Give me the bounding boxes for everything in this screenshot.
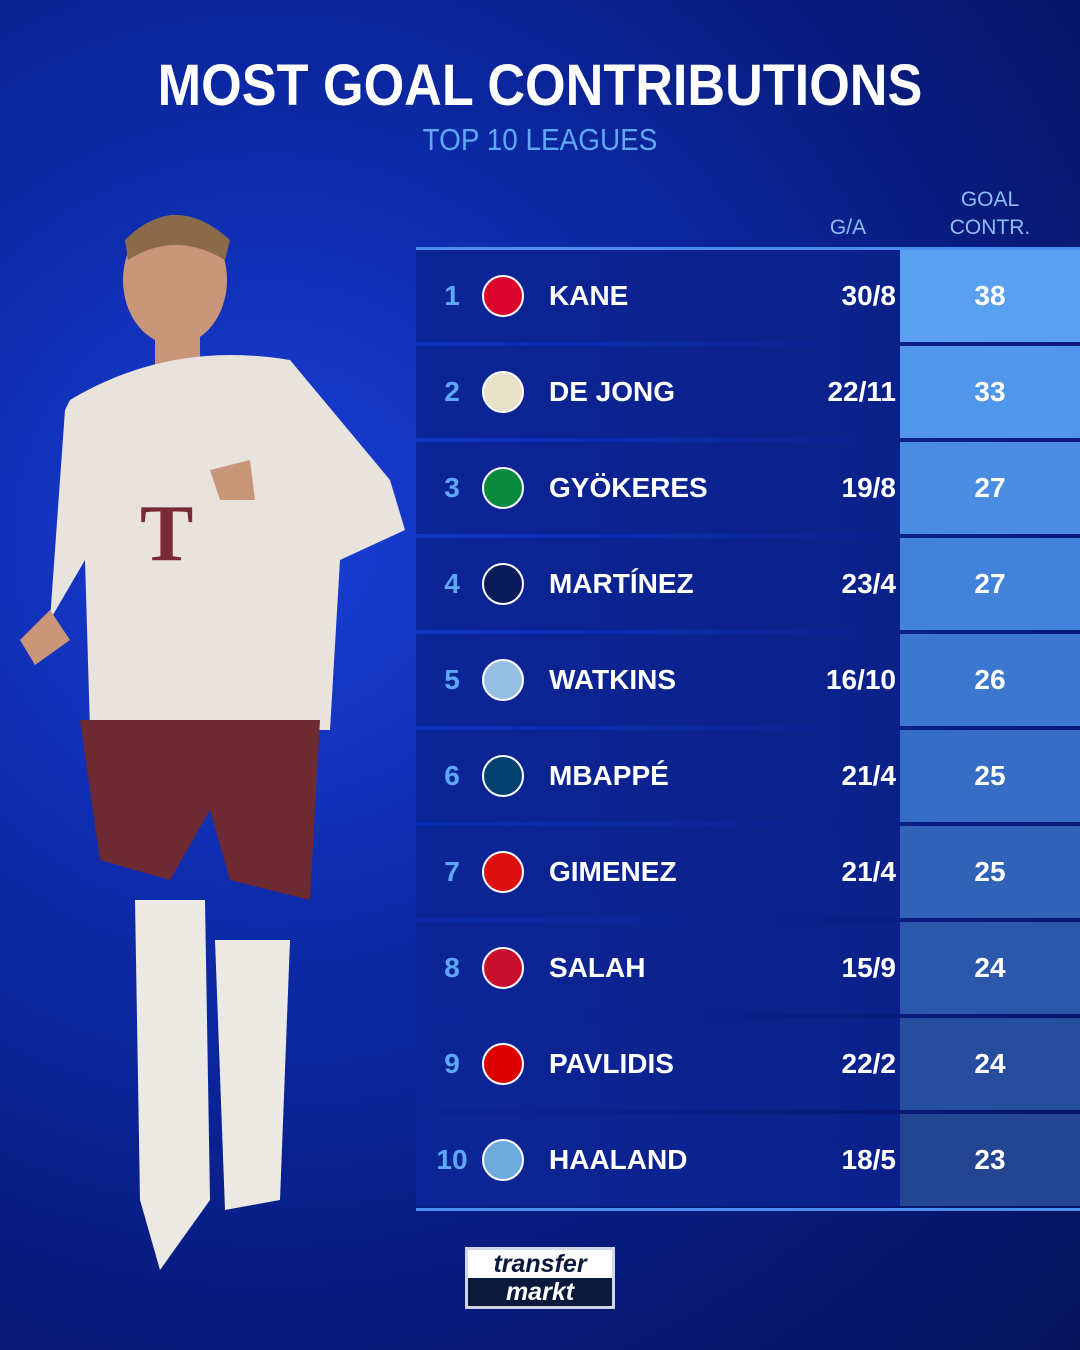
goals-assists: 22/2 <box>841 1048 897 1079</box>
goal-contributions: 25 <box>900 826 1080 918</box>
rank: 5 <box>444 664 460 695</box>
rank: 4 <box>444 568 460 599</box>
psv-crest-icon <box>482 371 524 413</box>
table-row: 3 GYÖKERES 19/8 27 <box>416 442 1080 534</box>
table-row: 6 MBAPPÉ 21/4 25 <box>416 730 1080 822</box>
rank: 9 <box>444 1048 460 1079</box>
table-top-line <box>416 247 1080 250</box>
player-name: HAALAND <box>549 1144 688 1175</box>
goal-contributions: 24 <box>900 1018 1080 1110</box>
goals-assists: 19/8 <box>841 472 897 503</box>
gc-header-line1: GOAL <box>960 188 1020 211</box>
goals-assists: 16/10 <box>825 664 896 695</box>
goal-contributions: 24 <box>900 922 1080 1014</box>
player-name: DE JONG <box>549 376 676 407</box>
goals-assists: 22/11 <box>827 376 896 407</box>
rank: 6 <box>444 760 460 791</box>
player-name: GIMENEZ <box>549 856 677 887</box>
bayern-munich-crest-icon <box>482 275 524 317</box>
ranking-table: 1 KANE 30/8 38 2 DE JONG 22/11 33 3 GYÖKER… <box>416 247 1080 1211</box>
logo-line1: transfer <box>493 1250 587 1278</box>
player-photo: T <box>20 215 405 1270</box>
az-alkmaar-crest-icon <box>482 1043 524 1085</box>
goal-contributions: 26 <box>900 634 1080 726</box>
goals-assists: 15/9 <box>841 952 897 983</box>
player-name: KANE <box>549 280 629 311</box>
table-row: 2 DE JONG 22/11 33 <box>416 346 1080 438</box>
goal-contributions: 27 <box>900 538 1080 630</box>
goal-contributions: 33 <box>900 346 1080 438</box>
table-row: 4 MARTÍNEZ 23/4 27 <box>416 538 1080 630</box>
logo-line2: markt <box>468 1278 612 1306</box>
player-name: PAVLIDIS <box>549 1048 674 1079</box>
svg-text:T: T <box>140 490 193 578</box>
aston-villa-crest-icon <box>482 659 524 701</box>
table-row: 1 KANE 30/8 38 <box>416 250 1080 342</box>
page-subtitle: TOP 10 LEAGUES <box>422 122 658 157</box>
sporting-cp-crest-icon <box>482 467 524 509</box>
table-row: 5 WATKINS 16/10 26 <box>416 634 1080 726</box>
goal-contributions: 25 <box>900 730 1080 822</box>
player-name: MBAPPÉ <box>549 760 669 791</box>
goals-assists: 30/8 <box>841 280 897 311</box>
goals-assists: 21/4 <box>841 856 897 887</box>
rank: 2 <box>444 376 460 407</box>
gc-column-header: GOAL CONTR. <box>900 186 1080 242</box>
player-name: MARTÍNEZ <box>549 568 694 599</box>
liverpool-crest-icon <box>482 947 524 989</box>
goals-assists: 23/4 <box>841 568 897 599</box>
ga-column-header: G/A <box>829 216 867 239</box>
rank: 8 <box>444 952 460 983</box>
table-row: 9 PAVLIDIS 22/2 24 <box>416 1018 1080 1110</box>
manchester-city-crest-icon <box>482 1139 524 1181</box>
table-row: 8 SALAH 15/9 24 <box>416 922 1080 1014</box>
player-name: WATKINS <box>549 664 677 695</box>
table-row: 10 HAALAND 18/5 23 <box>416 1114 1080 1206</box>
transfermarkt-logo: transfer markt <box>465 1247 615 1309</box>
goal-contributions: 27 <box>900 442 1080 534</box>
inter-crest-icon <box>482 563 524 605</box>
player-name: SALAH <box>549 952 646 983</box>
player-name: GYÖKERES <box>549 472 708 503</box>
rank: 1 <box>444 280 460 311</box>
goal-contributions: 23 <box>900 1114 1080 1206</box>
rank: 10 <box>436 1144 468 1175</box>
rank: 3 <box>444 472 460 503</box>
gc-header-line2: CONTR. <box>949 216 1031 239</box>
feyenoord-crest-icon <box>482 851 524 893</box>
table-bottom-line <box>416 1208 1080 1211</box>
goals-assists: 21/4 <box>841 760 897 791</box>
goal-contributions: 38 <box>900 250 1080 342</box>
psg-crest-icon <box>482 755 524 797</box>
rank: 7 <box>444 856 460 887</box>
table-row: 7 GIMENEZ 21/4 25 <box>416 826 1080 918</box>
goals-assists: 18/5 <box>841 1144 897 1175</box>
page-title: MOST GOAL CONTRIBUTIONS <box>157 53 923 118</box>
